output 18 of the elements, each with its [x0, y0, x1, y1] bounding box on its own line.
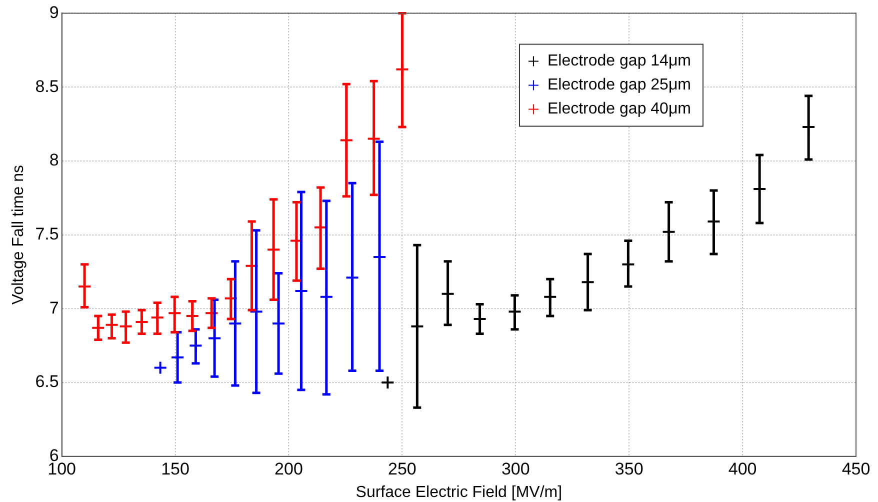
x-tick-label: 350	[614, 459, 644, 478]
y-tick-label: 7	[49, 298, 59, 318]
legend-label: Electrode gap 40μm	[547, 100, 692, 118]
y-axis-title: Voltage Fall time ns	[10, 164, 28, 305]
x-tick-label: 200	[274, 459, 303, 478]
x-tick-label: 400	[728, 459, 757, 478]
x-axis-title: Surface Electric Field [MV/m]	[356, 484, 562, 501]
legend-label: Electrode gap 25μm	[547, 76, 692, 94]
y-tick-label: 6.5	[35, 372, 59, 392]
x-tick-label: 300	[501, 459, 530, 478]
y-tick-label: 8.5	[35, 76, 59, 96]
legend-label: Electrode gap 14μm	[547, 52, 692, 70]
y-tick-label: 9	[49, 2, 59, 22]
x-tick-label: 150	[161, 459, 190, 478]
y-tick-label: 8	[49, 150, 59, 170]
y-tick-label: 7.5	[35, 224, 59, 244]
x-tick-label: 250	[388, 459, 416, 478]
x-tick-label: 450	[842, 459, 870, 478]
